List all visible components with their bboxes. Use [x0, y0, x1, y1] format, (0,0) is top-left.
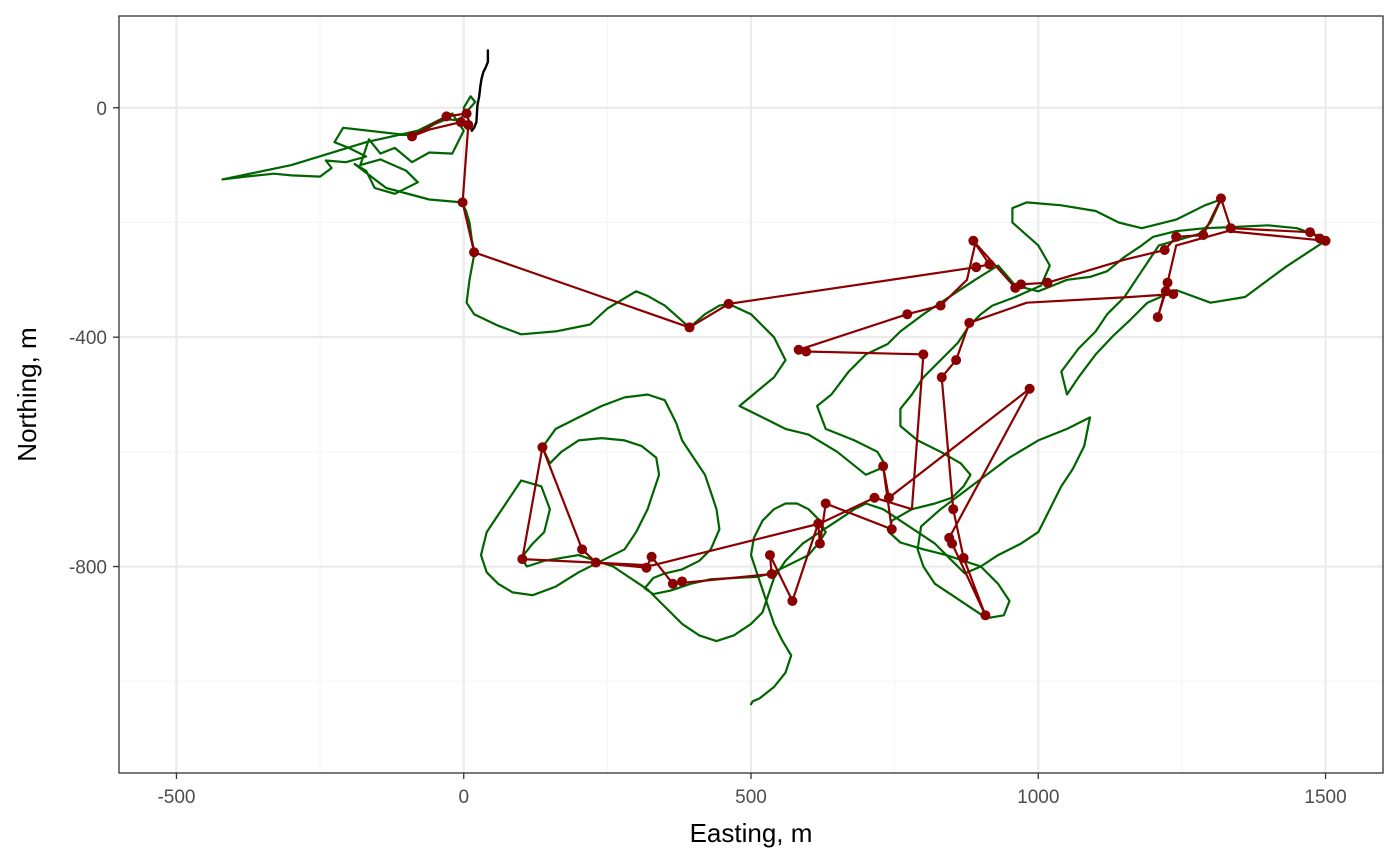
grid-lines — [119, 16, 1383, 773]
sample-point — [1168, 289, 1179, 300]
sample-markers — [407, 108, 1331, 621]
sample-point — [918, 349, 929, 360]
y-tick-label: -800 — [69, 558, 107, 579]
sample-point — [1171, 231, 1182, 242]
start-track-line — [470, 49, 490, 132]
sample-point — [984, 259, 995, 270]
sample-point — [971, 262, 982, 273]
sample-point — [441, 111, 452, 122]
fine-track-line — [887, 198, 1327, 620]
sample-point — [1320, 235, 1331, 246]
x-tick-label: -500 — [157, 787, 195, 808]
sample-point — [1024, 383, 1035, 394]
x-tick-label: 500 — [735, 787, 767, 808]
y-axis-title: Northing, m — [12, 327, 42, 461]
sample-point — [590, 557, 601, 568]
sample-point — [517, 554, 528, 565]
sample-point — [883, 492, 894, 503]
sample-point — [814, 538, 825, 549]
sample-point — [1016, 279, 1027, 290]
sample-point — [1152, 312, 1163, 323]
sample-point — [766, 569, 777, 580]
sample-point — [667, 578, 678, 589]
sample-point — [469, 247, 480, 258]
sample-point — [577, 544, 588, 555]
sample-point — [948, 504, 959, 515]
sample-point — [1305, 227, 1316, 238]
y-tick-label: -400 — [69, 328, 107, 349]
y-tick-label: 0 — [96, 99, 107, 120]
sample-point — [1225, 223, 1236, 234]
sample-point — [764, 550, 775, 561]
sample-point — [407, 131, 418, 142]
track-series — [221, 49, 1327, 706]
sample-point — [461, 108, 472, 119]
sample-point — [878, 461, 889, 472]
sample-point — [958, 552, 969, 563]
sample-point — [677, 576, 688, 587]
sample-point — [980, 610, 991, 621]
sample-point — [1042, 277, 1053, 288]
sample-point — [1198, 230, 1209, 241]
sample-point — [684, 322, 695, 333]
sample-point — [936, 372, 947, 383]
sample-point — [463, 119, 474, 130]
sample-point — [457, 197, 468, 208]
sample-point — [951, 355, 962, 366]
sample-point — [1159, 244, 1170, 255]
x-tick-label: 1500 — [1304, 787, 1346, 808]
fine-track-line — [479, 393, 966, 706]
sample-point — [801, 346, 812, 357]
sample-point — [646, 551, 657, 562]
sample-point — [1215, 193, 1226, 204]
axes: -500 0 500 1000 1500 0 -400 -800 — [69, 99, 1347, 808]
sample-point — [968, 235, 979, 246]
sample-point — [869, 492, 880, 503]
sample-point — [537, 442, 548, 453]
sample-point — [793, 344, 804, 355]
x-axis-title: Easting, m — [690, 818, 813, 848]
sample-point — [1162, 277, 1173, 288]
fine-track-line — [221, 95, 1321, 476]
x-tick-label: 0 — [458, 787, 469, 808]
sample-point — [964, 317, 975, 328]
sample-point — [935, 300, 946, 311]
sample-point — [813, 518, 824, 529]
sample-point — [902, 309, 913, 320]
sample-point — [820, 498, 831, 509]
sample-point — [886, 524, 897, 535]
sample-point — [641, 562, 652, 573]
x-tick-label: 1000 — [1017, 787, 1059, 808]
sample-point — [944, 532, 955, 543]
sample-point — [723, 298, 734, 309]
sampled-track-line — [410, 112, 1327, 617]
sample-point — [787, 595, 798, 606]
